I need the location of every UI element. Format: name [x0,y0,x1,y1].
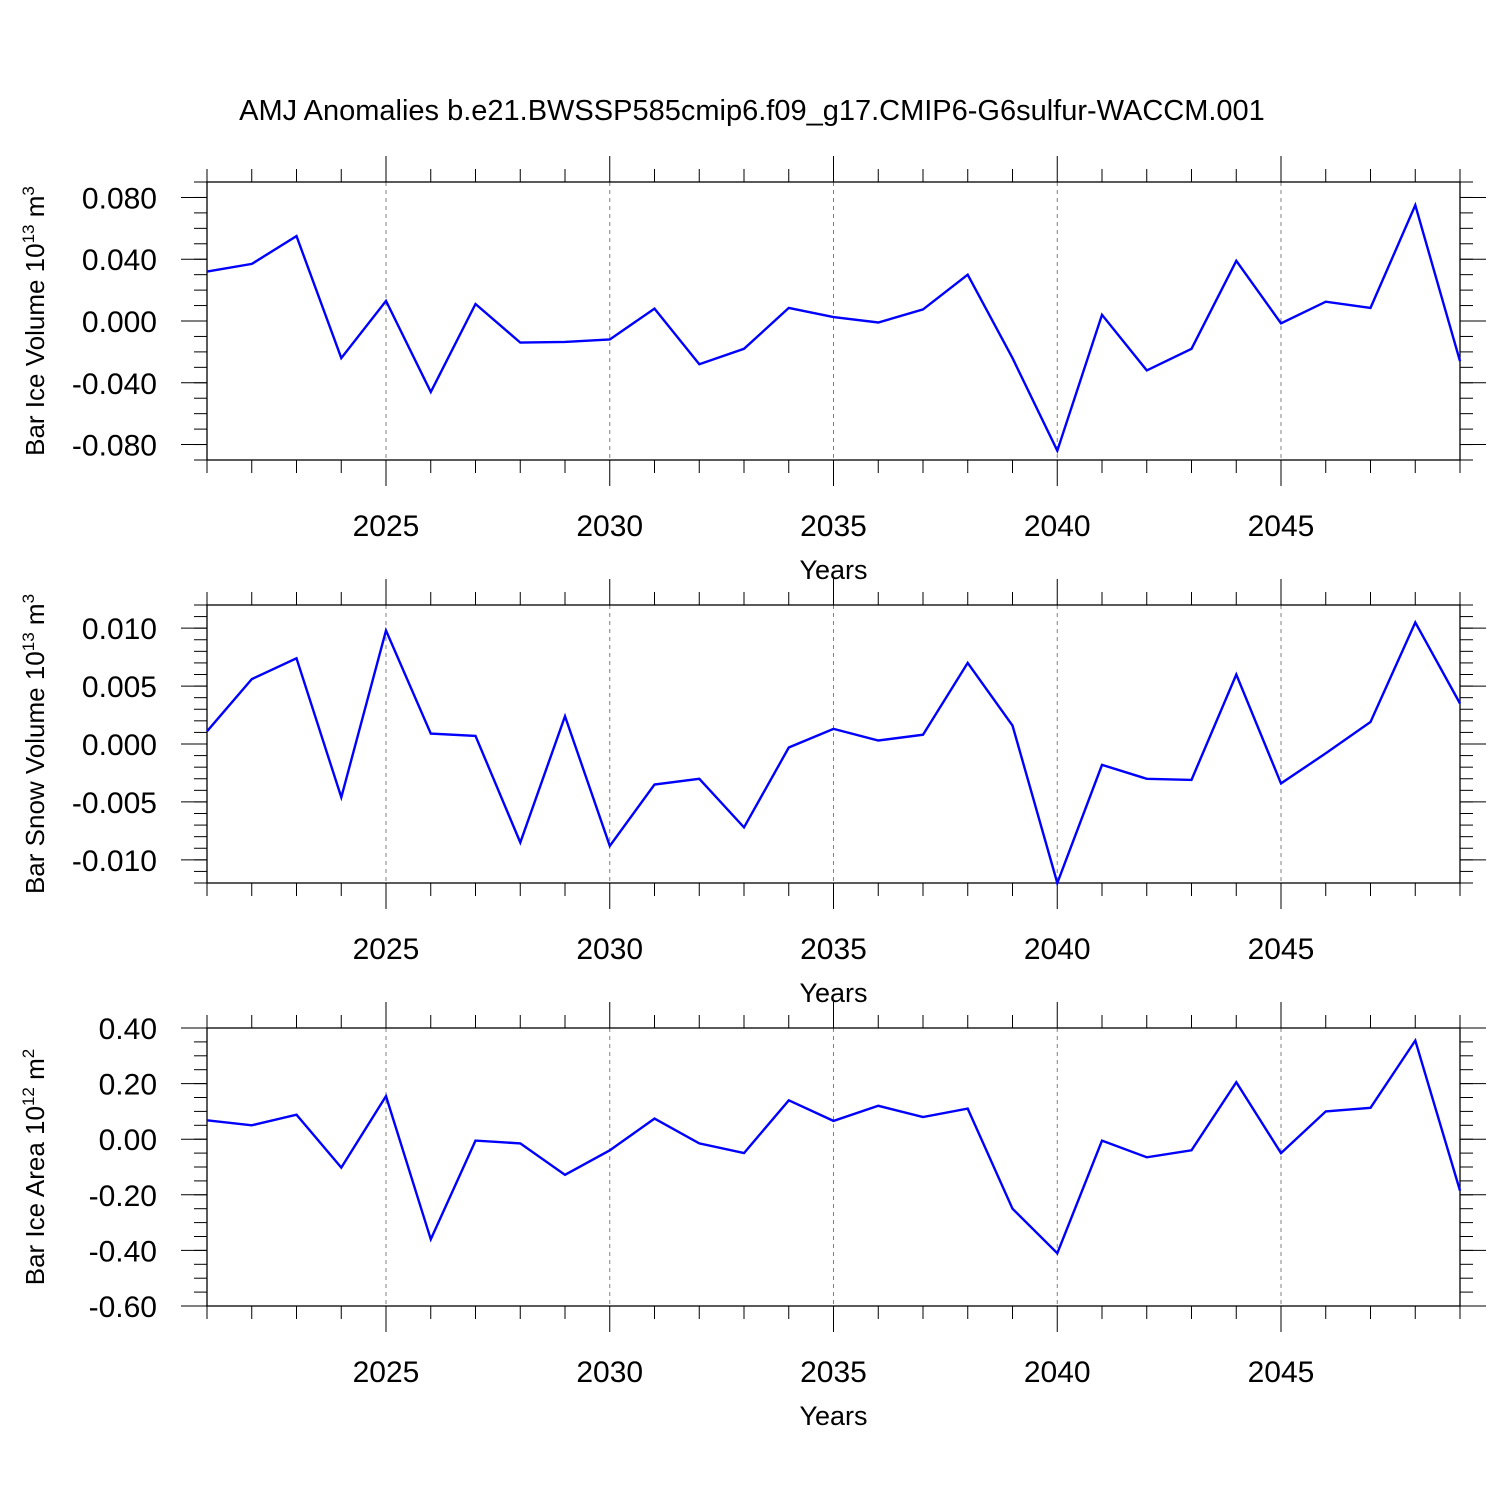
y-axis-label-unit-exponent: 3 [19,186,38,195]
y-tick-label: -0.010 [72,845,157,878]
x-tick-label: 2045 [1248,933,1315,966]
x-tick-label: 2040 [1024,510,1091,543]
y-axis-label-unit-exponent: 3 [19,594,38,603]
series-line-ice-volume [206,201,1462,454]
y-axis-label: Bar Ice Volume 1013 m3 [19,186,50,456]
y-tick-label: -0.080 [72,430,157,463]
y-axis-label-unit: m [20,196,50,225]
x-tick-label: 2040 [1024,1356,1091,1389]
x-tick-label: 2025 [353,933,420,966]
y-axis-label-text: Bar Ice Area 10 [20,1106,50,1285]
y-tick-label: 0.000 [82,729,157,762]
y-tick-label: 0.040 [82,244,157,277]
y-tick-label: 0.010 [82,613,157,646]
y-axis-label-unit: m [20,1058,50,1087]
y-tick-label: 0.005 [82,671,157,704]
y-axis-label-text: Bar Ice Volume 10 [20,243,50,455]
y-axis-label-exponent: 13 [19,224,38,243]
x-tick-label: 2035 [800,933,867,966]
y-axis-label: Bar Ice Area 1012 m2 [19,1049,50,1286]
figure-title: AMJ Anomalies b.e21.BWSSP585cmip6.f09_g1… [239,95,1265,127]
y-axis-label-unit-exponent: 2 [19,1049,38,1058]
x-tick-label: 2030 [576,510,643,543]
x-tick-label: 2045 [1248,1356,1315,1389]
y-tick-label: -0.20 [89,1180,157,1213]
x-axis-label: Years [799,1401,867,1431]
series-line-ice-area [206,1037,1462,1256]
panel-snow-volume: -0.010 -0.005 0.000 0.005 0.010 2025 2030 2035 2… [19,579,1486,1008]
series-line-snow-volume [206,619,1462,887]
x-tick-label: 2025 [353,510,420,543]
x-tick-label: 2035 [800,1356,867,1389]
y-tick-label: -0.40 [89,1235,157,1268]
y-tick-label: 0.080 [82,182,157,215]
x-tick-label: 2035 [800,510,867,543]
x-tick-label: 2030 [576,933,643,966]
y-axis-label-exponent: 12 [19,1087,38,1106]
y-tick-label: -0.040 [72,368,157,401]
y-tick-label: 0.20 [99,1069,157,1102]
y-tick-label: 0.00 [99,1124,157,1157]
y-tick-label: 0.000 [82,306,157,339]
y-axis-label: Bar Snow Volume 1013 m3 [19,594,50,894]
panel-ice-area: -0.60 -0.40 -0.20 0.00 0.20 0.40 2025 2030 2035 2… [19,1002,1486,1431]
y-tick-label: -0.60 [89,1291,157,1324]
x-tick-label: 2025 [353,1356,420,1389]
x-tick-label: 2045 [1248,510,1315,543]
panel-ice-volume: -0.080 -0.040 0.000 0.040 0.080 2025 2030 2035 2… [19,156,1486,585]
x-tick-label: 2040 [1024,933,1091,966]
y-axis-label-unit: m [20,603,50,632]
y-tick-label: -0.005 [72,787,157,820]
y-tick-label: 0.40 [99,1013,157,1046]
y-axis-label-text: Bar Snow Volume 10 [20,651,50,894]
y-axis-label-exponent: 13 [19,632,38,651]
x-tick-label: 2030 [576,1356,643,1389]
